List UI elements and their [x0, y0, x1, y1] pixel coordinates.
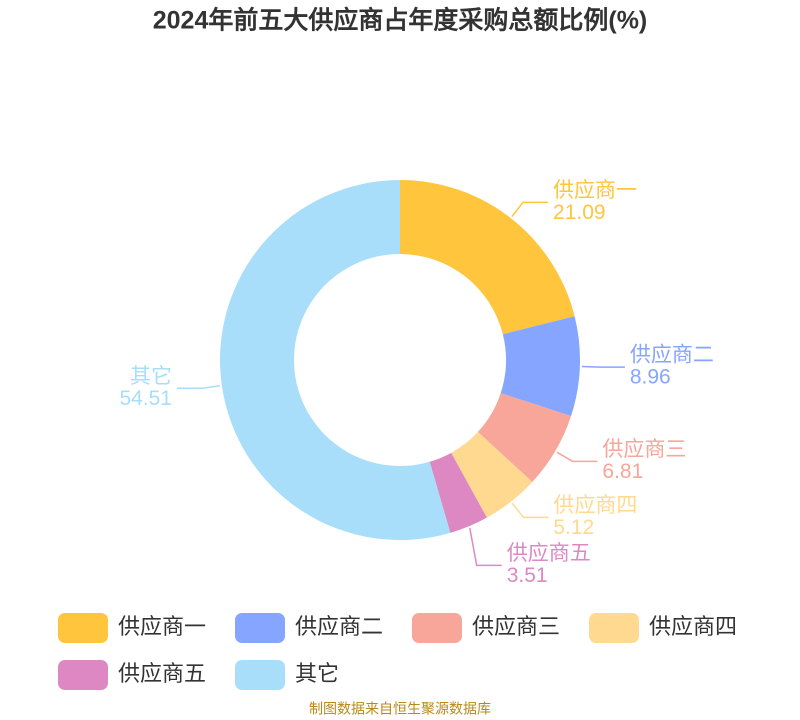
slice-label: 供应商五 — [507, 542, 591, 565]
slice-label: 供应商四 — [553, 494, 637, 517]
legend-swatch — [589, 613, 639, 643]
slice-value: 6.81 — [602, 460, 643, 483]
slice-value: 5.12 — [553, 516, 594, 539]
legend-swatch — [412, 613, 462, 643]
legend-swatch — [58, 613, 108, 643]
leader-line — [469, 527, 502, 567]
legend-swatch — [235, 660, 285, 690]
leader-line — [177, 384, 220, 389]
legend-swatch — [58, 660, 108, 690]
slice-label: 其它 — [130, 365, 172, 388]
slice-label: 供应商一 — [553, 179, 637, 202]
donut-slice — [429, 452, 487, 533]
slice-label: 供应商三 — [602, 438, 686, 461]
legend-swatch — [235, 613, 285, 643]
leader-line — [511, 502, 549, 519]
leader-line — [511, 201, 549, 217]
slice-label: 供应商二 — [630, 344, 714, 367]
chart-title: 2024年前五大供应商占年度采购总额比例(%) — [153, 6, 648, 35]
slice-value: 21.09 — [553, 201, 606, 224]
donut-slice — [451, 431, 533, 518]
legend-label: 其它 — [295, 661, 339, 686]
legend-label: 供应商二 — [295, 614, 383, 639]
source-note: 制图数据来自恒生聚源数据库 — [309, 701, 491, 717]
donut-slice — [477, 393, 572, 483]
leader-line — [556, 451, 598, 463]
slice-value: 8.96 — [630, 366, 671, 389]
leader-line — [581, 365, 625, 368]
slice-value: 3.51 — [507, 564, 548, 587]
donut-slice — [220, 180, 451, 540]
donut-slice — [400, 180, 575, 335]
donut-slice — [500, 316, 581, 417]
slice-value: 54.51 — [119, 387, 172, 410]
legend-label: 供应商四 — [649, 614, 737, 639]
legend-label: 供应商五 — [118, 661, 206, 686]
legend-label: 供应商一 — [118, 614, 206, 639]
legend-label: 供应商三 — [472, 614, 560, 639]
